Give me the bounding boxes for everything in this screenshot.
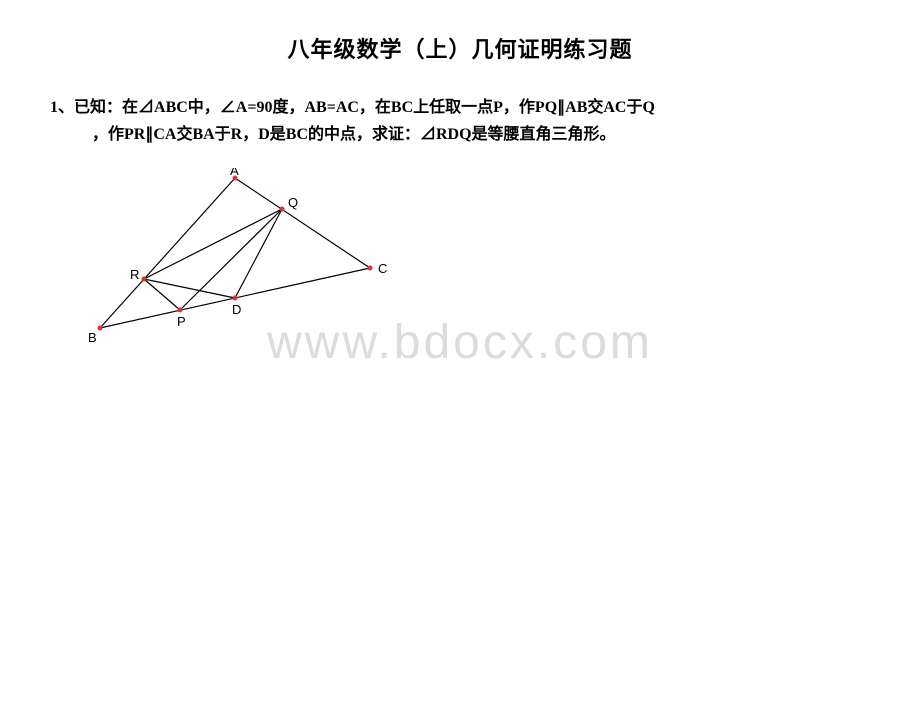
svg-text:A: A <box>230 168 239 178</box>
problem-line1: 1、已知：在⊿ABC中，∠A=90度，AB=AC，在BC上任取一点P，作PQ∥A… <box>50 94 870 121</box>
page-title: 八年级数学（上）几何证明练习题 <box>0 32 920 64</box>
geometry-diagram: A B C P D Q R <box>70 168 920 348</box>
svg-text:D: D <box>232 302 241 317</box>
problem-number: 1、 <box>50 99 74 116</box>
svg-text:P: P <box>177 314 186 329</box>
svg-text:C: C <box>378 261 387 276</box>
problem-block: 1、已知：在⊿ABC中，∠A=90度，AB=AC，在BC上任取一点P，作PQ∥A… <box>50 94 870 148</box>
triangle-diagram-svg: A B C P D Q R <box>70 168 400 348</box>
svg-text:B: B <box>88 330 97 345</box>
title-text: 八年级数学（上）几何证明练习题 <box>287 37 632 62</box>
svg-text:Q: Q <box>288 195 298 210</box>
problem-text-line1: 已知：在⊿ABC中，∠A=90度，AB=AC，在BC上任取一点P，作PQ∥AB交… <box>74 99 655 116</box>
svg-text:R: R <box>130 267 139 282</box>
problem-text-line2: ，作PR∥CA交BA于R，D是BC的中点，求证：⊿RDQ是等腰直角三角形。 <box>50 121 870 148</box>
